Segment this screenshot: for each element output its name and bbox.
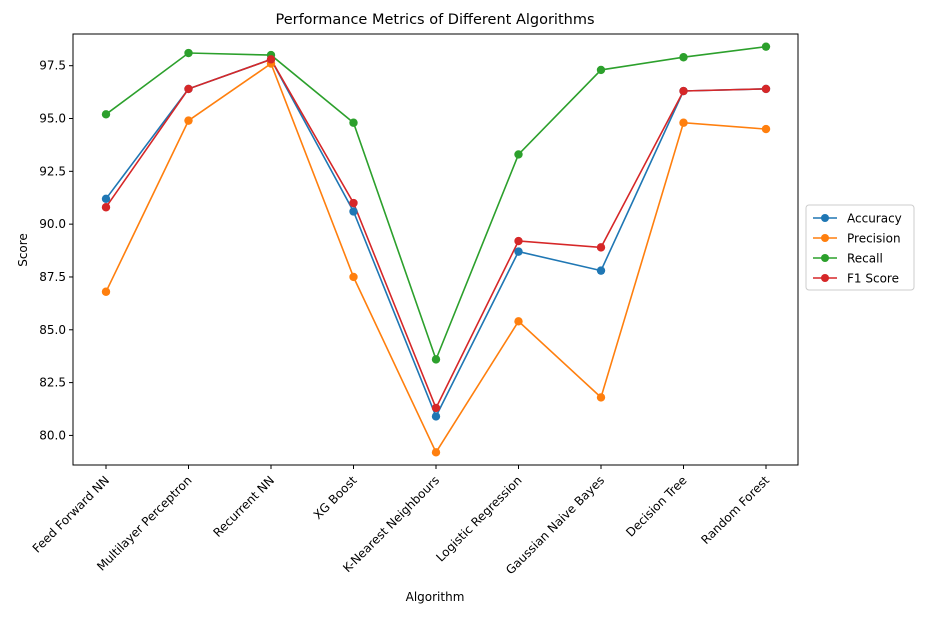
y-tick-label: 90.0	[39, 217, 66, 231]
data-point-f1-score	[431, 403, 441, 413]
legend-box	[805, 204, 915, 291]
x-tick-label: Logistic Regression	[433, 473, 524, 564]
y-tick-label: 95.0	[39, 112, 66, 126]
data-point-f1-score	[184, 84, 193, 94]
y-axis-label: Score	[16, 233, 30, 267]
data-point-precision	[514, 317, 523, 326]
legend-label: Recall	[847, 252, 883, 266]
data-point-recall	[101, 110, 111, 119]
data-point-accuracy	[101, 194, 111, 203]
x-tick-label: XG Boost	[311, 473, 360, 522]
data-point-accuracy	[596, 266, 606, 275]
data-point-recall	[761, 42, 771, 51]
data-point-recall	[514, 150, 523, 159]
x-axis-label: Algorithm	[406, 590, 465, 604]
data-point-accuracy	[349, 207, 358, 216]
data-point-recall	[596, 65, 606, 75]
data-point-f1-score	[596, 243, 606, 252]
y-tick-label: 92.5	[39, 164, 66, 178]
x-tick-label: Random Forest	[698, 473, 772, 547]
data-point-f1-score	[349, 198, 358, 208]
series-line-recall	[105, 45, 767, 362]
data-point-f1-score	[266, 55, 276, 64]
data-point-accuracy	[431, 412, 441, 421]
x-tick-label: K-Nearest Neighbours	[340, 473, 442, 575]
legend-marker	[821, 234, 829, 242]
data-point-recall	[349, 118, 358, 127]
y-axis: 80.0 82.5 85.0 87.5 90.0 92.5 95.0 97.5	[39, 59, 73, 442]
legend-label: Precision	[847, 232, 901, 246]
data-point-recall	[431, 355, 441, 364]
legend-marker	[821, 214, 829, 222]
x-tick-label: Multilayer Perceptron	[94, 473, 194, 573]
data-point-precision	[761, 124, 771, 134]
legend-label: Accuracy	[847, 212, 902, 226]
data-point-accuracy	[514, 247, 523, 256]
data-point-precision	[349, 272, 358, 282]
data-point-f1-score	[101, 203, 111, 212]
y-tick-label: 80.0	[39, 428, 66, 442]
data-point-f1-score	[761, 84, 771, 94]
chart-title: Performance Metrics of Different Algorit…	[275, 12, 594, 28]
data-point-precision	[431, 448, 441, 457]
data-point-f1-score	[514, 236, 523, 246]
series-lines	[105, 45, 767, 454]
legend-label: F1 Score	[847, 272, 899, 286]
x-tick-label: Feed Forward NN	[30, 473, 112, 555]
legend-marker	[821, 254, 829, 262]
y-tick-label: 82.5	[39, 376, 66, 390]
data-point-precision	[101, 287, 111, 296]
legend: Accuracy Precision Recall F1 Score	[805, 204, 915, 291]
x-tick-label: Recurrent NN	[210, 473, 277, 540]
x-tick-label: Decision Tree	[623, 473, 689, 539]
data-point-precision	[679, 118, 688, 127]
y-tick-label: 85.0	[39, 323, 66, 337]
data-point-f1-score	[679, 86, 688, 96]
y-tick-label: 87.5	[39, 270, 66, 284]
series-markers	[101, 42, 771, 457]
data-point-precision	[184, 116, 193, 125]
legend-marker	[821, 274, 829, 282]
data-point-precision	[596, 393, 606, 402]
y-tick-label: 97.5	[39, 59, 66, 73]
data-point-recall	[679, 53, 688, 62]
data-point-recall	[184, 48, 193, 58]
